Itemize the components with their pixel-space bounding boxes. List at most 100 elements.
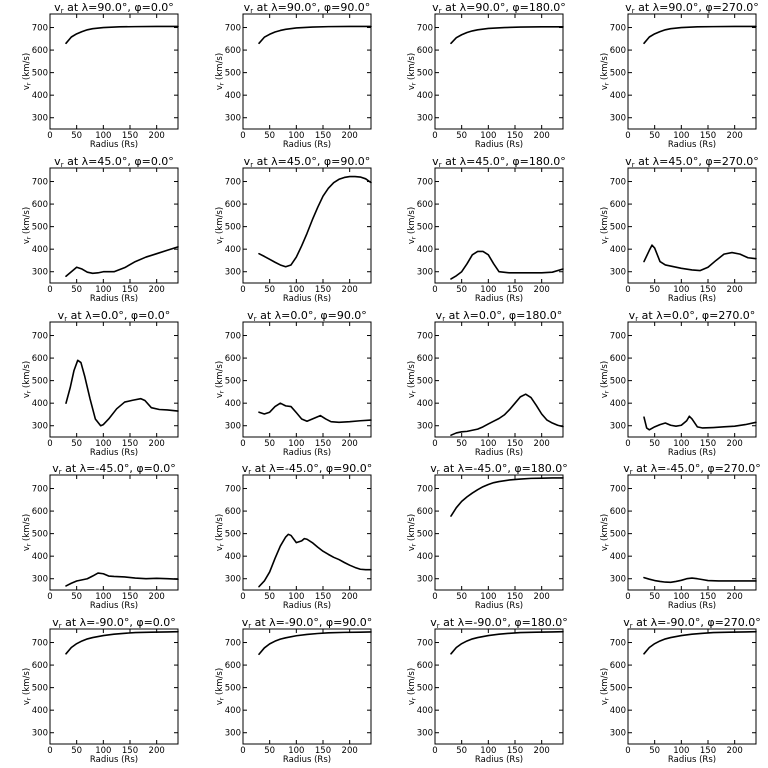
y-tick-label: 300 xyxy=(32,575,48,585)
x-tick-label: 0 xyxy=(47,131,52,141)
y-tick-label: 300 xyxy=(32,114,48,124)
x-tick-label: 150 xyxy=(315,592,331,602)
x-tick-label: 50 xyxy=(649,131,660,141)
y-tick-label: 300 xyxy=(225,729,241,739)
x-tick-label: 50 xyxy=(71,439,82,449)
y-tick-label: 600 xyxy=(225,354,241,364)
y-tick-label: 600 xyxy=(32,354,48,364)
y-tick-label: 400 xyxy=(225,245,241,255)
y-tick-label: 700 xyxy=(225,485,241,495)
y-axis-label: vr (km/s) xyxy=(215,514,226,551)
x-tick-label: 100 xyxy=(673,439,689,449)
panel-1-3: vr at λ=45.0°, φ=270.0° 0 50 100 150 200 300 40… xyxy=(600,155,759,304)
panel-title: vr at λ=45.0°, φ=90.0° xyxy=(244,155,371,169)
y-tick-label: 600 xyxy=(610,354,626,364)
y-tick-label: 400 xyxy=(610,552,626,562)
panel-3-1: vr at λ=-45.0°, φ=90.0° 0 50 100 150 200 300 40… xyxy=(215,462,372,611)
y-tick-label: 400 xyxy=(32,245,48,255)
y-axis-label: vr (km/s) xyxy=(407,207,418,244)
y-tick-label: 700 xyxy=(610,332,626,342)
y-tick-label: 500 xyxy=(225,223,241,233)
panel-title: vr at λ=-45.0°, φ=270.0° xyxy=(623,462,761,476)
y-tick-label: 600 xyxy=(417,661,433,671)
x-tick-label: 0 xyxy=(432,439,437,449)
y-tick-label: 500 xyxy=(225,69,241,79)
x-tick-label: 100 xyxy=(288,439,304,449)
x-tick-label: 200 xyxy=(727,746,743,756)
y-tick-label: 500 xyxy=(417,223,433,233)
y-tick-label: 700 xyxy=(225,178,241,188)
plot-frame xyxy=(49,321,179,438)
y-axis-label: vr (km/s) xyxy=(407,53,418,90)
y-tick-label: 300 xyxy=(225,422,241,432)
x-tick-label: 200 xyxy=(149,131,165,141)
series-line xyxy=(258,175,372,268)
x-tick-label: 200 xyxy=(534,285,550,295)
x-tick-label: 150 xyxy=(507,131,523,141)
panel-1-1: vr at λ=45.0°, φ=90.0° 0 50 100 150 200 300 400… xyxy=(215,155,372,304)
y-tick-label: 500 xyxy=(610,530,626,540)
x-tick-label: 100 xyxy=(95,592,111,602)
x-axis-label: Radius (Rs) xyxy=(283,294,331,304)
y-tick-label: 700 xyxy=(417,178,433,188)
y-tick-label: 300 xyxy=(225,114,241,124)
y-tick-label: 400 xyxy=(610,245,626,255)
y-tick-label: 300 xyxy=(32,422,48,432)
series-line xyxy=(65,359,179,427)
x-tick-label: 50 xyxy=(71,285,82,295)
series-line xyxy=(643,244,757,272)
x-tick-label: 50 xyxy=(649,592,660,602)
x-tick-label: 100 xyxy=(288,285,304,295)
x-tick-label: 0 xyxy=(432,592,437,602)
y-tick-label: 700 xyxy=(225,332,241,342)
panel-title: vr at λ=90.0°, φ=180.0° xyxy=(432,1,566,15)
y-tick-label: 700 xyxy=(32,639,48,649)
y-tick-label: 600 xyxy=(225,661,241,671)
x-tick-label: 50 xyxy=(456,131,467,141)
series-line xyxy=(65,630,179,655)
y-tick-label: 400 xyxy=(610,399,626,409)
panel-3-3: vr at λ=-45.0°, φ=270.0° 0 50 100 150 200 300 4… xyxy=(600,462,761,611)
x-tick-label: 0 xyxy=(625,439,630,449)
y-tick-label: 500 xyxy=(610,684,626,694)
y-tick-label: 400 xyxy=(32,706,48,716)
x-tick-label: 150 xyxy=(700,131,716,141)
x-tick-label: 100 xyxy=(480,131,496,141)
y-tick-label: 700 xyxy=(32,332,48,342)
series-line xyxy=(450,26,564,45)
x-axis-label: Radius (Rs) xyxy=(668,755,716,765)
y-tick-label: 500 xyxy=(417,684,433,694)
x-tick-label: 100 xyxy=(95,746,111,756)
x-tick-label: 150 xyxy=(700,592,716,602)
panel-1-0: vr at λ=45.0°, φ=0.0° 0 50 100 150 200 300 400 5… xyxy=(22,155,179,304)
x-tick-label: 0 xyxy=(240,439,245,449)
y-tick-label: 700 xyxy=(417,24,433,34)
x-axis-label: Radius (Rs) xyxy=(668,140,716,150)
panel-title: vr at λ=-45.0°, φ=90.0° xyxy=(242,462,373,476)
y-axis-label: vr (km/s) xyxy=(22,514,33,551)
plot-frame xyxy=(434,321,564,438)
x-tick-label: 50 xyxy=(456,592,467,602)
x-tick-label: 50 xyxy=(71,131,82,141)
y-tick-label: 700 xyxy=(32,178,48,188)
panel-title: vr at λ=45.0°, φ=270.0° xyxy=(625,155,759,169)
panel-4-3: vr at λ=-90.0°, φ=270.0° 0 50 100 150 200 300 4… xyxy=(600,616,761,765)
y-tick-label: 400 xyxy=(32,399,48,409)
x-tick-label: 100 xyxy=(480,439,496,449)
plot-frame xyxy=(434,628,564,745)
x-tick-label: 200 xyxy=(534,592,550,602)
x-axis-label: Radius (Rs) xyxy=(283,755,331,765)
x-tick-label: 0 xyxy=(240,131,245,141)
x-tick-label: 200 xyxy=(534,439,550,449)
series-line xyxy=(65,572,179,587)
x-tick-label: 200 xyxy=(149,592,165,602)
y-tick-label: 500 xyxy=(225,684,241,694)
panel-4-1: vr at λ=-90.0°, φ=90.0° 0 50 100 150 200 300 40… xyxy=(215,616,372,765)
series-line xyxy=(450,477,564,517)
panel-title: vr at λ=0.0°, φ=180.0° xyxy=(436,309,563,323)
y-tick-label: 500 xyxy=(225,377,241,387)
y-tick-label: 300 xyxy=(610,729,626,739)
y-axis-label: vr (km/s) xyxy=(600,668,611,705)
x-tick-label: 200 xyxy=(149,439,165,449)
x-tick-label: 0 xyxy=(47,439,52,449)
